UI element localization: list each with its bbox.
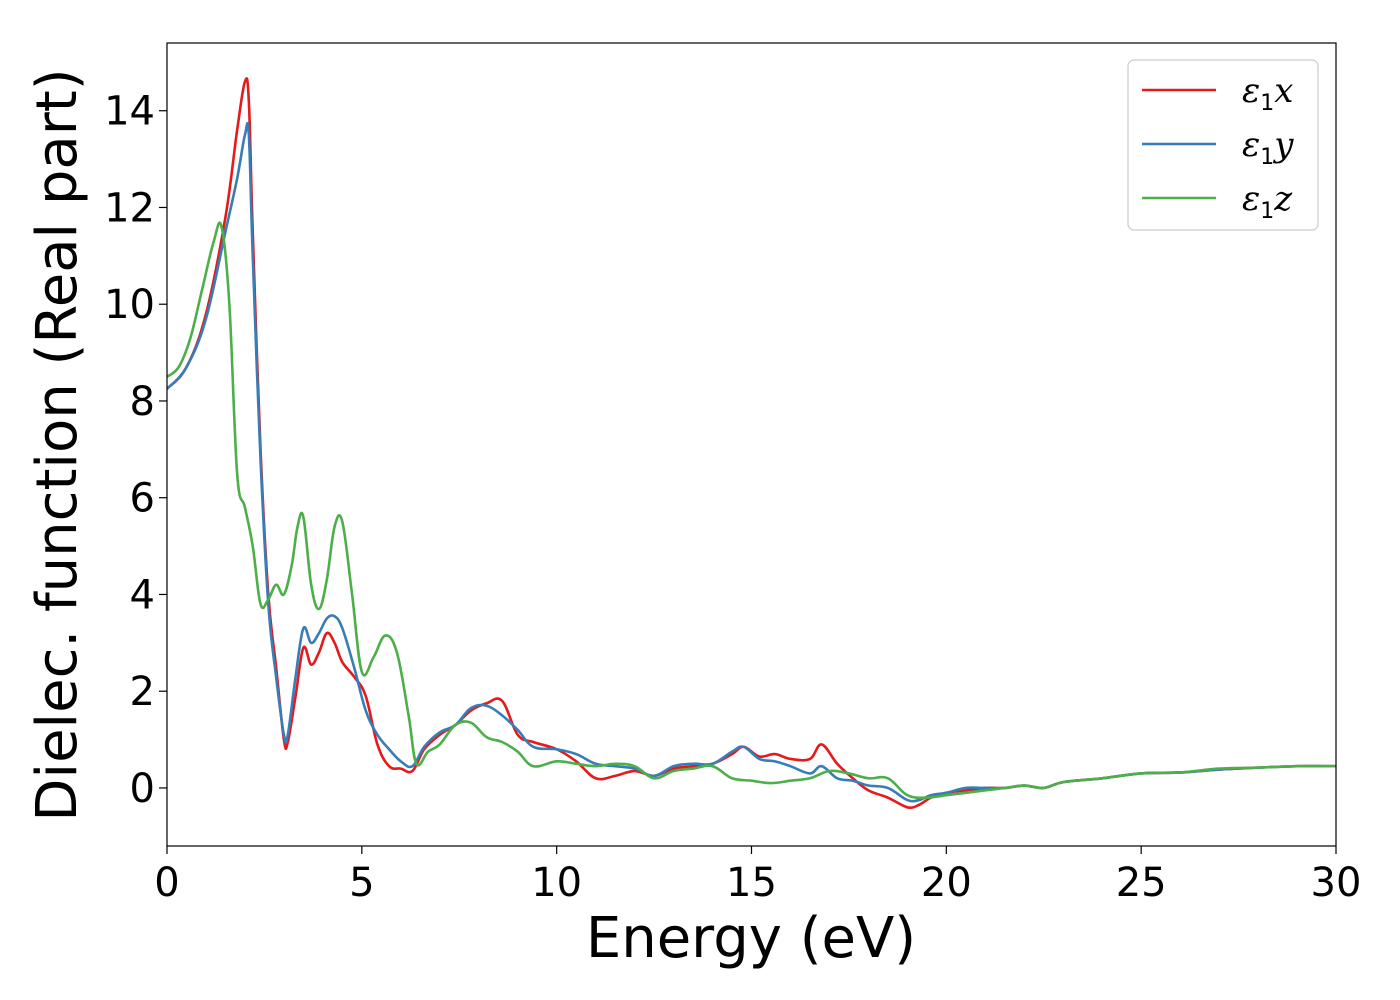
y-tick-label: 12 — [104, 185, 155, 231]
y-axis-ticks: 0 2 4 6 8 10 12 14 — [104, 89, 167, 812]
legend-subscript: 1 — [1260, 91, 1274, 116]
legend-symbol: ε — [1242, 179, 1260, 219]
series-line-y — [167, 121, 1336, 803]
x-tick-label: 25 — [1116, 860, 1167, 906]
y-axis-label: Dielec. function (Real part) — [25, 68, 90, 821]
x-tick-label: 10 — [531, 860, 582, 906]
legend-axis-letter: x — [1274, 71, 1293, 111]
x-tick-label: 5 — [349, 860, 374, 906]
legend-subscript: 1 — [1260, 145, 1274, 170]
legend-symbol: ε — [1242, 125, 1260, 165]
legend-label-z: ε1z — [1242, 179, 1293, 224]
y-tick-label: 0 — [130, 766, 155, 812]
x-axis-label: Energy (eV) — [586, 906, 916, 971]
x-tick-label: 30 — [1311, 860, 1362, 906]
legend-axis-letter: z — [1273, 179, 1293, 219]
x-tick-label: 20 — [921, 860, 972, 906]
series-line-z — [167, 221, 1336, 800]
legend-label-y: ε1y — [1242, 125, 1294, 170]
y-tick-label: 6 — [130, 476, 155, 522]
series-lines — [167, 77, 1336, 810]
x-axis-ticks: 0 5 10 15 20 25 30 — [154, 846, 1361, 906]
y-tick-label: 4 — [130, 572, 155, 618]
legend-symbol: ε — [1242, 71, 1260, 111]
x-tick-label: 15 — [726, 860, 777, 906]
y-tick-label: 14 — [104, 89, 155, 135]
y-tick-label: 8 — [130, 379, 155, 425]
y-tick-label: 10 — [104, 282, 155, 328]
x-tick-label: 0 — [154, 860, 179, 906]
y-tick-label: 2 — [130, 669, 155, 715]
legend-subscript: 1 — [1260, 199, 1274, 224]
legend-axis-letter: y — [1272, 125, 1294, 165]
legend-box — [1127, 59, 1319, 231]
legend-label-x: ε1x — [1242, 71, 1293, 116]
